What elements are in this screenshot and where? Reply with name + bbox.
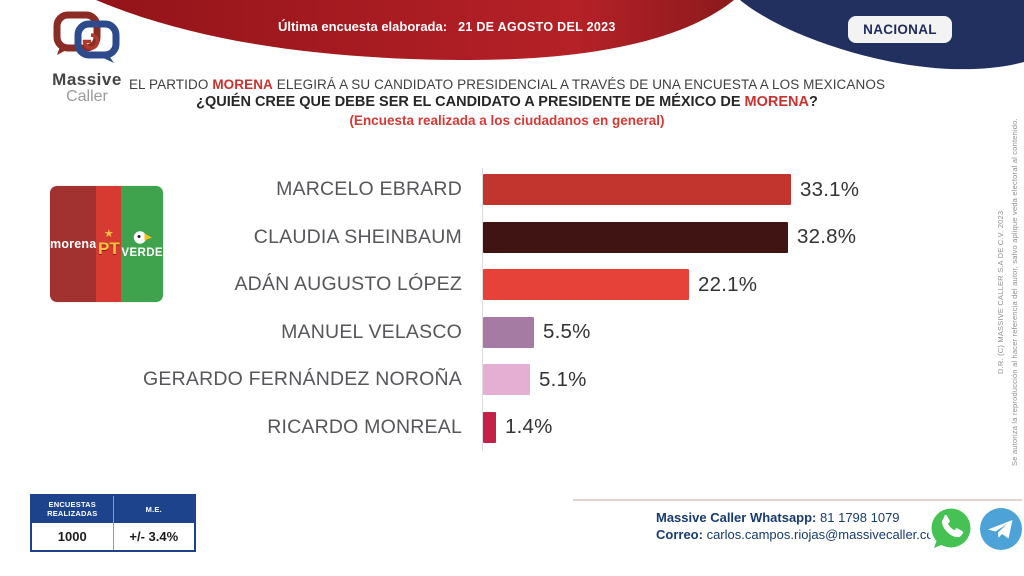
massive-caller-logo: Massive Caller — [28, 10, 146, 106]
stats-header-me: M.E. — [145, 504, 162, 514]
red-banner-shape — [96, 0, 734, 60]
pt-star-icon: ★ — [103, 228, 114, 241]
headline-line2-brand: MORENA — [744, 94, 809, 110]
stats-table-row: 1000 +/- 3.4% — [32, 522, 194, 550]
bar-track: 5.1% — [483, 364, 978, 396]
banner-label: Última encuesta elaborada: — [278, 19, 448, 34]
chart-row: CLAUDIA SHEINBAUM 32.8% — [118, 214, 978, 262]
verde-logo-label: VERDE — [121, 246, 163, 259]
chart-axis-line — [482, 168, 483, 451]
value-label: 5.1% — [539, 367, 587, 391]
chart-row: MANUEL VELASCO 5.5% — [118, 309, 978, 357]
bar-track: 32.8% — [483, 221, 978, 253]
value-label: 22.1% — [698, 272, 758, 296]
top-banner: Última encuesta elaborada: 21 DE AGOSTO … — [278, 19, 616, 34]
candidate-label: MARCELO EBRARD — [276, 178, 462, 201]
headline-line1-brand: MORENA — [212, 77, 273, 92]
bar — [483, 316, 534, 348]
chart-row: RICARDO MONREAL 1.4% — [118, 404, 978, 452]
copyright-line1: D.R. (C) MASSIVE CALLER S.A DE C.V. 2023 — [996, 210, 1005, 375]
value-label: 33.1% — [800, 177, 860, 201]
email-line: Correo: carlos.campos.riojas@massivecall… — [656, 526, 944, 543]
copyright-notice: D.R. (C) MASSIVE CALLER S.A DE C.V. 2023… — [996, 105, 1019, 480]
copyright-line2: Se autoriza la reproducción al hacer ref… — [1010, 118, 1019, 467]
headline: EL PARTIDO MORENA ELEGIRÁ A SU CANDIDATO… — [0, 77, 1014, 128]
headline-line1: EL PARTIDO MORENA ELEGIRÁ A SU CANDIDATO… — [0, 77, 1014, 92]
bar — [483, 269, 689, 301]
bar-track: 33.1% — [483, 174, 978, 206]
bar-track: 22.1% — [483, 269, 978, 301]
headline-line2-post: ? — [808, 94, 818, 110]
bar — [483, 411, 496, 443]
coalition-logos: morena ★ PT VERDE — [50, 186, 163, 302]
stats-table-header: ENCUESTAS REALIZADAS M.E. — [32, 496, 194, 523]
headline-line2-pre: ¿QUIÉN CREE QUE DEBE SER EL CANDIDATO A … — [196, 94, 745, 110]
bar — [483, 174, 791, 206]
candidate-label: ADÁN AUGUSTO LÓPEZ — [234, 273, 462, 296]
value-label: 1.4% — [505, 415, 553, 439]
headline-line1-pre: EL PARTIDO — [128, 77, 213, 92]
footer-divider — [573, 499, 1022, 501]
headline-question: ¿QUIÉN CREE QUE DEBE SER EL CANDIDATO A … — [0, 94, 1014, 110]
social-icons — [926, 504, 1023, 554]
whatsapp-label: Massive Caller Whatsapp: — [656, 510, 817, 525]
bar — [483, 364, 530, 396]
email-address[interactable]: carlos.campos.riojas@massivecaller.com — [706, 527, 945, 542]
value-label: 32.8% — [797, 225, 857, 249]
stats-value-me: +/- 3.4% — [129, 528, 179, 544]
logo-wordmark-top: Massive — [52, 70, 122, 89]
email-label: Correo: — [656, 527, 703, 542]
candidate-label: MANUEL VELASCO — [281, 320, 462, 343]
whatsapp-line: Massive Caller Whatsapp: 81 1798 1079 — [656, 509, 944, 526]
stats-value-surveys: 1000 — [32, 522, 114, 550]
headline-line1-post: ELEGIRÁ A SU CANDIDATO PRESIDENCIAL A TR… — [272, 77, 886, 92]
stats-table: ENCUESTAS REALIZADAS M.E. 1000 +/- 3.4% — [30, 494, 196, 552]
verde-logo: VERDE — [121, 186, 163, 302]
banner-date: 21 DE AGOSTO DEL 2023 — [458, 20, 616, 34]
candidate-label: CLAUDIA SHEINBAUM — [253, 225, 462, 248]
pt-logo-label: PT — [98, 239, 120, 259]
chart-row: ADÁN AUGUSTO LÓPEZ 22.1% — [118, 261, 978, 309]
stats-header-surveys: ENCUESTAS REALIZADAS — [32, 496, 114, 523]
whatsapp-number[interactable]: 81 1798 1079 — [820, 510, 900, 525]
telegram-icon[interactable] — [979, 507, 1023, 551]
chat-bubbles-icon — [53, 11, 120, 63]
region-badge: NACIONAL — [848, 16, 952, 43]
bar-track: 1.4% — [483, 411, 978, 443]
toucan-icon — [133, 230, 153, 244]
candidate-label: GERARDO FERNÁNDEZ NOROÑA — [143, 368, 462, 391]
morena-logo: morena — [50, 186, 97, 302]
logo-wordmark-bottom: Caller — [66, 87, 108, 105]
region-badge-label: NACIONAL — [863, 22, 937, 37]
value-label: 5.5% — [543, 320, 591, 344]
headline-subtitle: (Encuesta realizada a los ciudadanos en … — [349, 113, 665, 128]
whatsapp-icon[interactable] — [926, 504, 976, 554]
bar-track: 5.5% — [483, 316, 978, 348]
morena-logo-label: morena — [50, 237, 97, 251]
chart-row: MARCELO EBRARD 33.1% — [118, 166, 978, 214]
contact-info: Massive Caller Whatsapp: 81 1798 1079 Co… — [656, 509, 944, 543]
bar-chart: MARCELO EBRARD 33.1% CLAUDIA SHEINBAUM 32.8… — [118, 166, 978, 451]
pt-logo: ★ PT — [96, 186, 122, 302]
chart-row: GERARDO FERNÁNDEZ NOROÑA 5.1% — [118, 356, 978, 404]
bar — [483, 221, 788, 253]
candidate-label: RICARDO MONREAL — [267, 415, 462, 438]
